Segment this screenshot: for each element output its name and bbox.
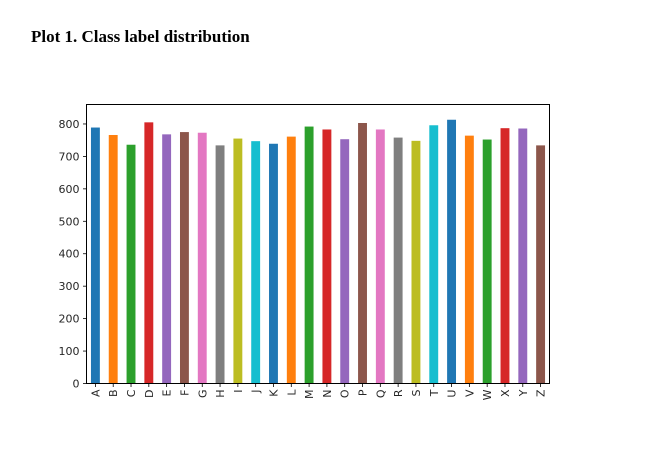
x-tick-label: U [446, 390, 459, 398]
x-tick-label: A [89, 389, 102, 397]
x-tick-label: D [143, 390, 156, 398]
y-tick-label: 300 [59, 280, 80, 293]
bar-H [215, 145, 225, 384]
x-tick-label: R [392, 389, 405, 397]
page-title: Plot 1. Class label distribution [31, 27, 250, 46]
bar-P [358, 122, 367, 384]
y-tick-label: 0 [73, 378, 80, 391]
x-tick-label: M [303, 390, 316, 400]
x-tick-label: P [357, 389, 370, 396]
x-tick-label: N [321, 390, 334, 398]
bar-W [482, 139, 492, 384]
x-tick-label: O [339, 389, 352, 398]
bar-A [90, 127, 100, 384]
bar-J [251, 141, 261, 384]
bar-F [179, 132, 189, 384]
bar-N [322, 129, 332, 384]
bar-E [162, 134, 172, 384]
y-tick-label: 100 [59, 345, 80, 358]
y-tick-label: 600 [59, 183, 80, 196]
x-tick-label: C [125, 389, 138, 397]
bar-C [126, 144, 136, 384]
y-tick-label: 800 [59, 118, 80, 131]
y-tick-label: 200 [59, 313, 80, 326]
y-tick-label: 400 [59, 248, 80, 261]
bar-Q [375, 129, 385, 384]
y-tick-label: 500 [59, 215, 80, 228]
x-tick-label: K [267, 389, 280, 397]
plot-frame [86, 104, 550, 384]
x-tick-label: H [214, 390, 227, 398]
x-tick-label: I [232, 390, 245, 393]
bar-Z [536, 145, 546, 384]
x-tick-label: L [285, 389, 298, 396]
bar-Y [518, 128, 528, 384]
x-tick-label: S [410, 389, 423, 396]
x-tick-label: W [481, 389, 494, 400]
bar-T [429, 125, 439, 384]
x-tick-label: T [428, 389, 441, 397]
bar-K [269, 143, 278, 384]
x-tick-label: X [499, 389, 512, 397]
x-tick-label: E [161, 389, 174, 396]
y-axis: 0 100 200 300 400 500 600 700 800 [59, 118, 87, 391]
y-tick-label: 700 [59, 150, 80, 163]
bar-I [233, 138, 243, 384]
x-tick-label: B [107, 390, 120, 398]
bar-B [108, 134, 118, 384]
x-tick-label: F [178, 390, 191, 396]
x-tick-label: G [196, 390, 209, 399]
x-tick-label: V [463, 389, 476, 397]
bar-L [286, 136, 296, 384]
x-tick-label: Y [517, 389, 530, 397]
bar-S [411, 140, 421, 384]
bar-M [304, 126, 314, 384]
bar-R [393, 137, 403, 384]
bar-G [197, 132, 207, 384]
bar-D [144, 122, 154, 384]
bar-X [500, 128, 510, 384]
bar-V [464, 135, 474, 384]
x-tick-label: J [250, 390, 263, 394]
bar-O [340, 139, 350, 384]
x-tick-label: Z [535, 389, 548, 397]
bars-group [90, 119, 546, 384]
x-tick-label: Q [374, 389, 387, 398]
bar-U [447, 119, 457, 384]
